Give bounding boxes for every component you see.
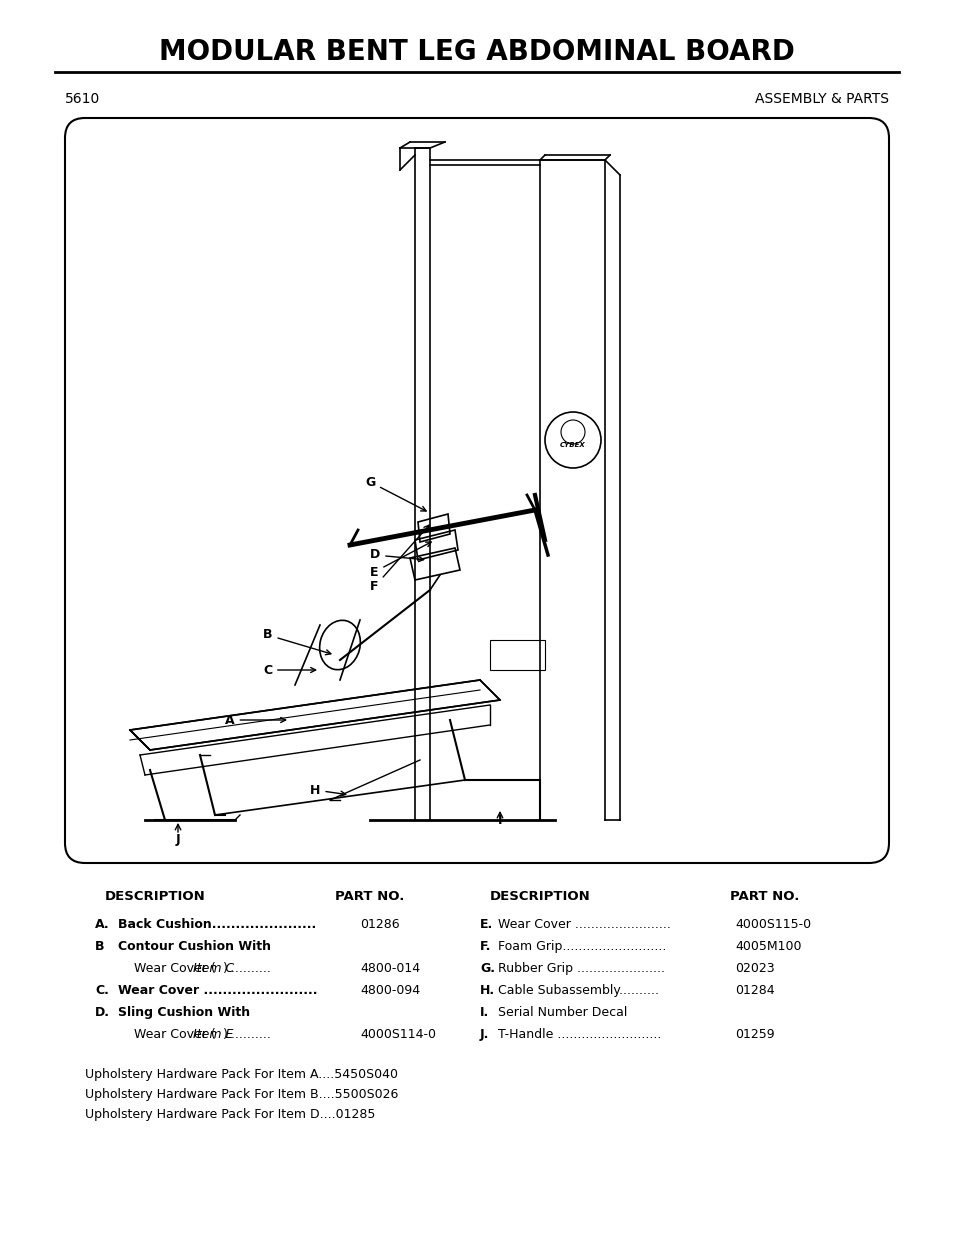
Text: 4000S115-0: 4000S115-0	[734, 918, 810, 931]
Text: C.: C.	[95, 984, 109, 997]
Text: DESCRIPTION: DESCRIPTION	[490, 890, 590, 903]
Text: J.: J.	[479, 1028, 489, 1041]
Text: Back Cushion......................: Back Cushion......................	[118, 918, 315, 931]
FancyBboxPatch shape	[65, 119, 888, 863]
Text: B: B	[95, 940, 105, 953]
Text: Wear Cover ........................: Wear Cover ........................	[118, 984, 317, 997]
Text: I: I	[497, 814, 501, 826]
Text: 01259: 01259	[734, 1028, 774, 1041]
Text: 4800-094: 4800-094	[359, 984, 419, 997]
Text: Rubber Grip ......................: Rubber Grip ......................	[497, 962, 664, 974]
Text: DESCRIPTION: DESCRIPTION	[105, 890, 206, 903]
Text: Wear Cover (: Wear Cover (	[118, 1028, 215, 1041]
Text: J: J	[175, 834, 180, 846]
Text: ASSEMBLY & PARTS: ASSEMBLY & PARTS	[754, 91, 888, 106]
Text: Wear Cover ........................: Wear Cover ........................	[497, 918, 670, 931]
Text: PART NO.: PART NO.	[729, 890, 799, 903]
Text: E: E	[370, 542, 431, 578]
Text: H.: H.	[479, 984, 495, 997]
Text: Serial Number Decal: Serial Number Decal	[497, 1007, 627, 1019]
Text: T-Handle ..........................: T-Handle ..........................	[497, 1028, 660, 1041]
Text: Upholstery Hardware Pack For Item A....5450S040: Upholstery Hardware Pack For Item A....5…	[85, 1068, 397, 1081]
Text: CYBEX: CYBEX	[559, 442, 585, 448]
Text: H: H	[310, 783, 345, 797]
Text: 4005M100: 4005M100	[734, 940, 801, 953]
Text: B: B	[263, 629, 331, 655]
Text: Wear Cover (: Wear Cover (	[118, 962, 215, 974]
Text: D.: D.	[95, 1007, 110, 1019]
Text: F: F	[370, 525, 429, 594]
Text: Item C: Item C	[193, 962, 234, 974]
Text: G: G	[365, 475, 426, 511]
Text: Cable Subassembly..........: Cable Subassembly..........	[497, 984, 659, 997]
Text: 4800-014: 4800-014	[359, 962, 419, 974]
Text: Upholstery Hardware Pack For Item B....5500S026: Upholstery Hardware Pack For Item B....5…	[85, 1088, 398, 1100]
Text: A: A	[225, 714, 285, 726]
Text: I.: I.	[479, 1007, 489, 1019]
Text: PART NO.: PART NO.	[335, 890, 404, 903]
Text: )...........: )...........	[222, 1028, 272, 1041]
Text: F.: F.	[479, 940, 491, 953]
Text: Sling Cushion With: Sling Cushion With	[118, 1007, 250, 1019]
Text: 4000S114-0: 4000S114-0	[359, 1028, 436, 1041]
Text: Foam Grip..........................: Foam Grip..........................	[497, 940, 666, 953]
Text: 5610: 5610	[65, 91, 100, 106]
Text: Contour Cushion With: Contour Cushion With	[118, 940, 271, 953]
Text: 01286: 01286	[359, 918, 399, 931]
Text: A.: A.	[95, 918, 110, 931]
Text: )...........: )...........	[222, 962, 272, 974]
Text: C: C	[263, 663, 315, 677]
Text: D: D	[370, 548, 423, 562]
Text: 01284: 01284	[734, 984, 774, 997]
Text: Upholstery Hardware Pack For Item D....01285: Upholstery Hardware Pack For Item D....0…	[85, 1108, 375, 1121]
Text: G.: G.	[479, 962, 495, 974]
Text: Item E: Item E	[193, 1028, 233, 1041]
Text: 02023: 02023	[734, 962, 774, 974]
Text: MODULAR BENT LEG ABDOMINAL BOARD: MODULAR BENT LEG ABDOMINAL BOARD	[159, 38, 794, 65]
Text: E.: E.	[479, 918, 493, 931]
